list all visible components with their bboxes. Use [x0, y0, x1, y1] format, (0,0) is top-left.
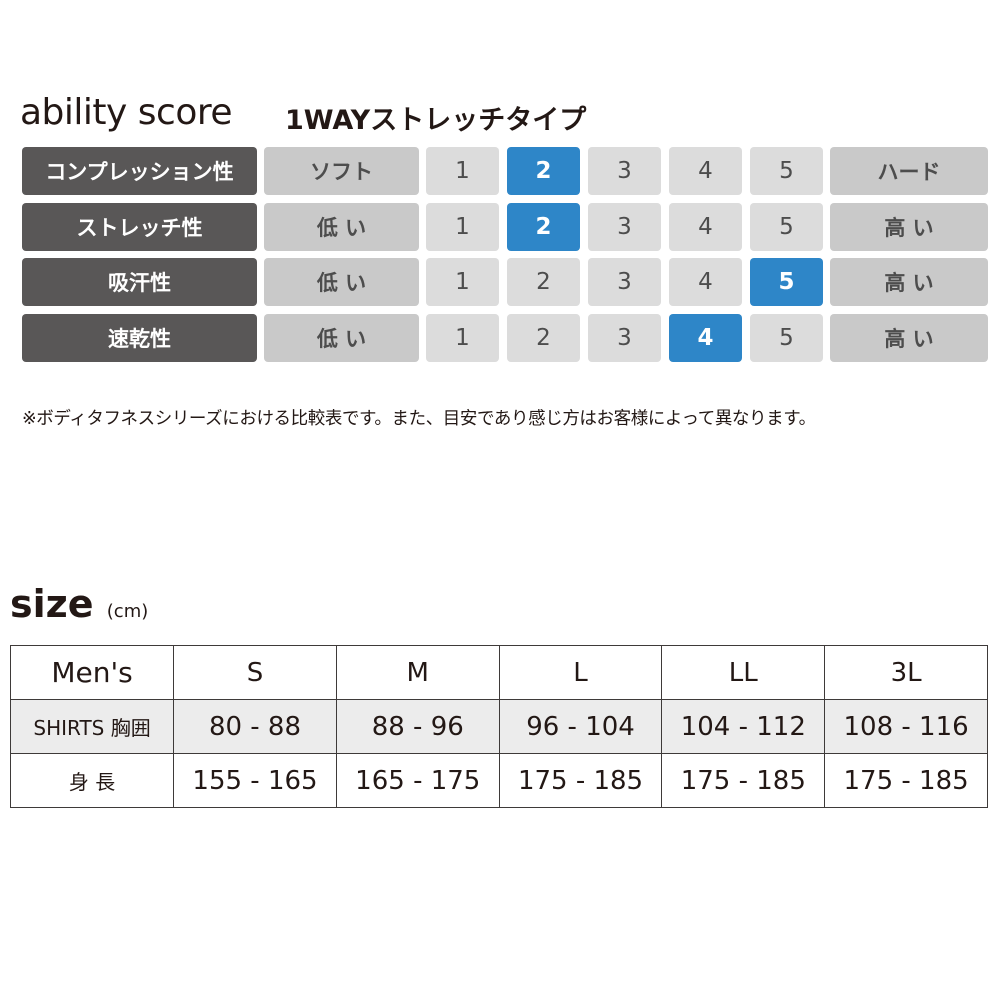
- size-title-text: size: [10, 582, 94, 626]
- ability-low-label: 低 い: [264, 202, 419, 251]
- size-cell: 175 - 185: [824, 753, 988, 808]
- size-cell: 88 - 96: [335, 699, 500, 754]
- ability-score-cell: 3: [588, 202, 661, 251]
- ability-low-label: ソフト: [264, 147, 419, 195]
- size-cell: 96 - 104: [498, 699, 663, 754]
- size-cell: 165 - 175: [335, 753, 500, 808]
- ability-score-cell: 1: [426, 147, 499, 195]
- size-row-label: SHIRTS 胸囲: [9, 699, 175, 754]
- size-header-cell: Men's: [9, 645, 175, 700]
- size-table: Men's S M L LL 3L SHIRTS 胸囲 80 - 88 88 - 96 96 - …: [9, 645, 988, 808]
- ability-score-cell: 3: [588, 147, 661, 195]
- size-row: SHIRTS 胸囲 80 - 88 88 - 96 96 - 104 104 - 112…: [9, 699, 988, 754]
- size-title: size (cm): [10, 582, 148, 626]
- ability-score-cell: 1: [426, 313, 499, 362]
- ability-score-cell: 4: [669, 147, 742, 195]
- ability-score-cell: 1: [426, 202, 499, 251]
- ability-score-title: ability score: [20, 92, 233, 133]
- ability-low-label: 低 い: [264, 258, 419, 306]
- size-cell: 104 - 112: [661, 699, 826, 754]
- size-header-row: Men's S M L LL 3L: [9, 645, 988, 700]
- ability-score-cell: 3: [588, 313, 661, 362]
- ability-score-cell: 3: [588, 258, 661, 306]
- ability-score-cell: 4: [669, 202, 742, 251]
- ability-score-cell: 5: [750, 202, 823, 251]
- size-cell: 175 - 185: [661, 753, 826, 808]
- ability-high-label: 高 い: [830, 202, 988, 251]
- ability-score-selected: 2: [507, 202, 580, 251]
- ability-label: 吸汗性: [22, 258, 257, 306]
- size-cell: 175 - 185: [498, 753, 663, 808]
- ability-row: コンプレッション性 ソフト 1 2 3 4 5 ハード: [22, 147, 988, 195]
- size-header-cell: M: [335, 645, 500, 700]
- size-header-cell: 3L: [824, 645, 988, 700]
- size-unit: (cm): [106, 601, 149, 622]
- ability-low-label: 低 い: [264, 313, 419, 362]
- size-row-label: 身 長: [9, 753, 175, 808]
- size-row: 身 長 155 - 165 165 - 175 175 - 185 175 - 185 1…: [9, 753, 988, 808]
- ability-high-label: 高 い: [830, 313, 988, 362]
- ability-score-cell: 4: [669, 258, 742, 306]
- ability-note: ※ボディタフネスシリーズにおける比較表です。また、目安であり感じ方はお客様によっ…: [22, 409, 816, 429]
- size-header-cell: L: [498, 645, 663, 700]
- ability-label: 速乾性: [22, 313, 257, 362]
- ability-label: ストレッチ性: [22, 202, 257, 251]
- ability-score-selected: 4: [669, 313, 742, 362]
- ability-score-subtitle: 1WAYストレッチタイプ: [285, 105, 587, 136]
- ability-high-label: 高 い: [830, 258, 988, 306]
- ability-score-selected: 2: [507, 147, 580, 195]
- size-header-cell: S: [173, 645, 337, 700]
- ability-score-cell: 5: [750, 313, 823, 362]
- ability-label: コンプレッション性: [22, 147, 257, 195]
- size-cell: 80 - 88: [173, 699, 337, 754]
- size-header-cell: LL: [661, 645, 826, 700]
- size-cell: 155 - 165: [173, 753, 337, 808]
- ability-score-cell: 2: [507, 313, 580, 362]
- ability-score-cell: 2: [507, 258, 580, 306]
- ability-score-selected: 5: [750, 258, 823, 306]
- ability-high-label: ハード: [830, 147, 988, 195]
- size-cell: 108 - 116: [824, 699, 988, 754]
- ability-score-cell: 5: [750, 147, 823, 195]
- ability-score-cell: 1: [426, 258, 499, 306]
